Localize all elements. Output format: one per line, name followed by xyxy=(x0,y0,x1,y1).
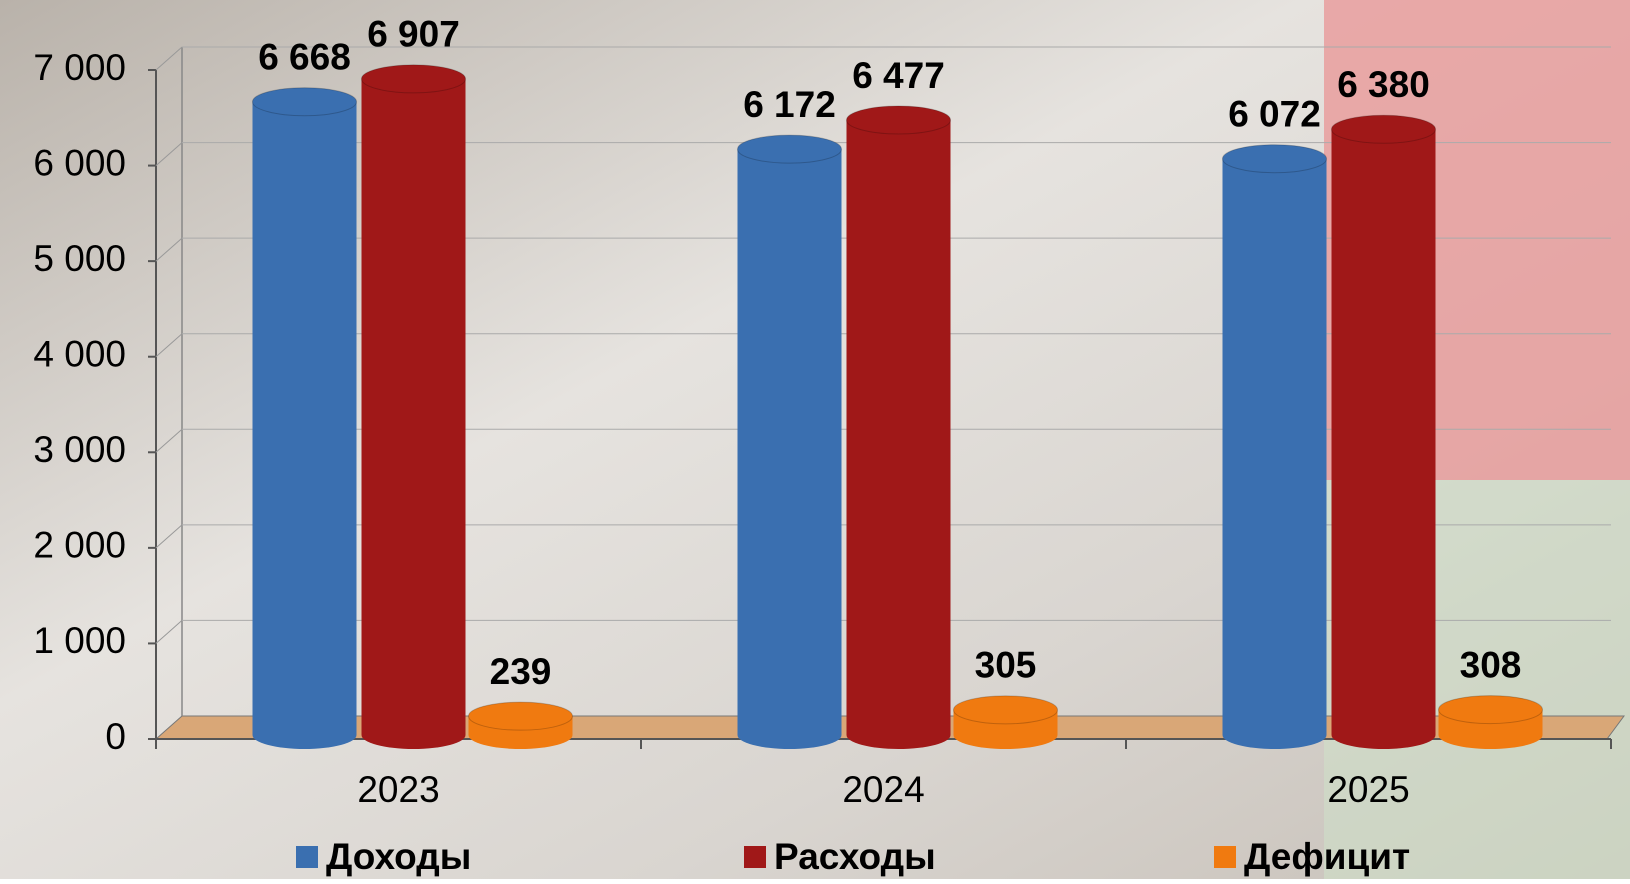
bar-top xyxy=(954,696,1058,724)
value-label: 308 xyxy=(1460,644,1522,685)
y-tick-label: 7 000 xyxy=(33,47,126,88)
bar-top xyxy=(847,106,951,134)
y-tick-label: 5 000 xyxy=(33,238,126,279)
legend-label: Дефицит xyxy=(1244,836,1410,877)
bar-top xyxy=(1332,115,1436,143)
bar-top xyxy=(738,135,842,163)
x-tick-label: 2023 xyxy=(357,769,439,810)
x-tick-label: 2025 xyxy=(1327,769,1409,810)
bar xyxy=(847,120,951,735)
legend-swatch xyxy=(296,846,318,868)
bar xyxy=(1223,159,1327,735)
legend-swatch xyxy=(1214,846,1236,868)
value-label: 6 668 xyxy=(258,37,351,78)
value-label: 305 xyxy=(975,645,1037,686)
page: 0 1 000 2 000 3 000 4 000 5 000 6 000 7 000 2023… xyxy=(0,0,1630,879)
y-tick-label: 6 000 xyxy=(33,142,126,183)
bar-top xyxy=(362,65,466,93)
y-tick-label: 3 000 xyxy=(33,429,126,470)
legend-label: Доходы xyxy=(326,836,471,877)
x-tick-label: 2024 xyxy=(842,769,924,810)
value-label: 239 xyxy=(490,651,552,692)
y-tick-label: 2 000 xyxy=(33,525,126,566)
bar-top xyxy=(1223,145,1327,173)
bar-top xyxy=(253,88,357,116)
y-tick-label: 4 000 xyxy=(33,333,126,374)
legend-swatch xyxy=(744,846,766,868)
bar xyxy=(1332,129,1436,735)
legend-label: Расходы xyxy=(774,836,936,877)
bar xyxy=(362,79,466,735)
bar xyxy=(738,149,842,735)
bar xyxy=(253,102,357,735)
chart: 0 1 000 2 000 3 000 4 000 5 000 6 000 7 000 2023… xyxy=(0,0,1630,879)
value-label: 6 172 xyxy=(743,84,836,125)
y-tick-label: 0 xyxy=(105,716,126,757)
value-label: 6 477 xyxy=(852,55,945,96)
value-label: 6 380 xyxy=(1337,64,1430,105)
value-label: 6 072 xyxy=(1228,93,1321,134)
value-label: 6 907 xyxy=(367,14,460,55)
bar-top xyxy=(1439,696,1543,724)
y-tick-label: 1 000 xyxy=(33,620,126,661)
bar-top xyxy=(469,702,573,730)
